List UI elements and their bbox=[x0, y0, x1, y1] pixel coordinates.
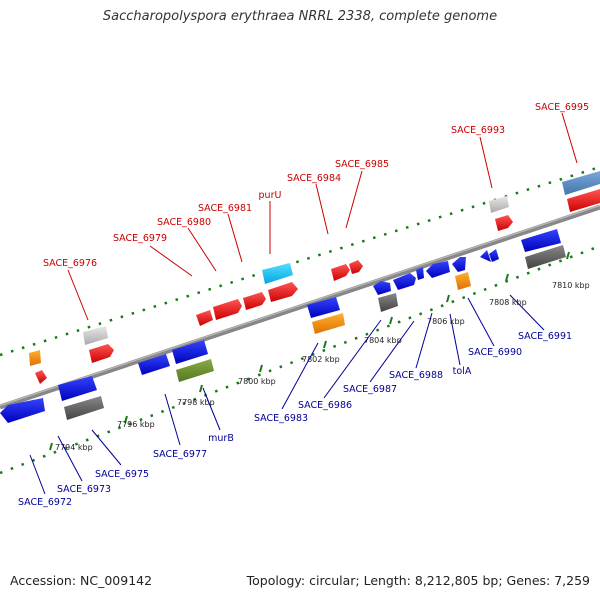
accession-text: Accession: NC_009142 bbox=[10, 573, 153, 588]
gene-sace-6986[interactable] bbox=[373, 281, 391, 295]
gene-puru[interactable] bbox=[268, 282, 298, 302]
gene-labels-bottom: SACE_6972 SACE_6973 SACE_6975 SACE_6977 … bbox=[18, 331, 572, 508]
gene-sace-6983-orange[interactable] bbox=[312, 313, 345, 334]
label-sace-6990[interactable]: SACE_6990 bbox=[468, 347, 522, 358]
gene-sace-6980[interactable] bbox=[213, 299, 242, 320]
gene-sace-6995-steel[interactable] bbox=[562, 171, 600, 195]
gene-sace-6993-gray[interactable] bbox=[489, 196, 509, 213]
label-sace-6973[interactable]: SACE_6973 bbox=[57, 484, 111, 495]
tick-label-7800: 7800 kbp bbox=[238, 377, 276, 386]
gene-sace-6984[interactable] bbox=[331, 264, 350, 281]
gene-sace-6983-blue[interactable] bbox=[307, 297, 340, 318]
genome-backbone bbox=[0, 204, 600, 410]
label-sace-6975[interactable]: SACE_6975 bbox=[95, 469, 149, 480]
gene-sace-6987[interactable] bbox=[393, 273, 416, 290]
tick-marks bbox=[49, 251, 570, 451]
gene-sace-6973-blue[interactable] bbox=[58, 376, 97, 401]
gene-puru-cyan[interactable] bbox=[262, 263, 293, 284]
gene-sace-6976-gray[interactable] bbox=[83, 326, 108, 345]
gene-sace-6977[interactable] bbox=[172, 340, 208, 364]
gene-sace-6985[interactable] bbox=[349, 260, 363, 274]
gene-tola-blue[interactable] bbox=[452, 257, 466, 272]
tick-label-7810: 7810 kbp bbox=[552, 281, 590, 290]
gene-sace-6986-gray[interactable] bbox=[378, 293, 398, 312]
dotted-track-top bbox=[0, 165, 600, 357]
gene-sace-6991-gray[interactable] bbox=[525, 245, 566, 269]
gene-small-red[interactable] bbox=[35, 370, 47, 384]
tick-label-7794: 7794 kbp bbox=[55, 443, 93, 452]
label-sace-6981[interactable]: SACE_6981 bbox=[198, 203, 252, 214]
tick-label-7808: 7808 kbp bbox=[489, 298, 527, 307]
tick-label-7798: 7798 kbp bbox=[177, 398, 215, 407]
label-sace-6993[interactable]: SACE_6993 bbox=[451, 125, 505, 136]
gene-tola-orange[interactable] bbox=[455, 272, 471, 290]
genes-bottom-strand bbox=[0, 229, 566, 423]
gene-small-orange[interactable] bbox=[29, 350, 41, 366]
label-tola[interactable]: tolA bbox=[453, 366, 472, 377]
gene-sace-6972[interactable] bbox=[0, 398, 45, 423]
tick-label-7802: 7802 kbp bbox=[302, 355, 340, 364]
label-sace-6979[interactable]: SACE_6979 bbox=[113, 233, 167, 244]
dotted-track-bottom bbox=[0, 244, 600, 475]
label-sace-6983[interactable]: SACE_6983 bbox=[254, 413, 308, 424]
gene-sace-6973-gray[interactable] bbox=[64, 396, 104, 420]
label-sace-6977[interactable]: SACE_6977 bbox=[153, 449, 207, 460]
label-sace-6972[interactable]: SACE_6972 bbox=[18, 497, 72, 508]
label-sace-6995[interactable]: SACE_6995 bbox=[535, 102, 589, 113]
tick-label-7806: 7806 kbp bbox=[427, 317, 465, 326]
gene-sace-6975[interactable] bbox=[138, 354, 170, 375]
genome-summary-text: Topology: circular; Length: 8,212,805 bp… bbox=[246, 573, 590, 588]
label-sace-6991[interactable]: SACE_6991 bbox=[518, 331, 572, 342]
gene-sace-6990-b[interactable] bbox=[489, 249, 499, 262]
gene-sace-6981[interactable] bbox=[243, 292, 266, 310]
label-sace-6984[interactable]: SACE_6984 bbox=[287, 173, 341, 184]
label-sace-6988[interactable]: SACE_6988 bbox=[389, 370, 443, 381]
gene-sace-6991-blue[interactable] bbox=[521, 229, 561, 252]
label-sace-6976[interactable]: SACE_6976 bbox=[43, 258, 97, 269]
gene-murb[interactable] bbox=[176, 359, 214, 382]
tick-label-7796: 7796 kbp bbox=[117, 420, 155, 429]
page-title: Saccharopolyspora erythraea NRRL 2338, c… bbox=[102, 9, 498, 24]
gene-labels-top: SACE_6976 SACE_6979 SACE_6980 SACE_6981 … bbox=[43, 102, 589, 269]
label-sace-6987[interactable]: SACE_6987 bbox=[343, 384, 397, 395]
tick-label-7804: 7804 kbp bbox=[364, 336, 402, 345]
label-sace-6986[interactable]: SACE_6986 bbox=[298, 400, 352, 411]
genes-top-strand bbox=[29, 171, 600, 384]
label-murb[interactable]: murB bbox=[208, 433, 234, 444]
gene-sace-6993[interactable] bbox=[495, 215, 513, 231]
leader-lines bbox=[29, 112, 578, 495]
gene-sace-6976[interactable] bbox=[89, 344, 114, 363]
gene-sace-6995[interactable] bbox=[567, 189, 600, 212]
gene-sace-6990-a[interactable] bbox=[480, 250, 491, 262]
label-puru[interactable]: purU bbox=[259, 190, 282, 201]
gene-sace-6979[interactable] bbox=[196, 310, 213, 326]
label-sace-6985[interactable]: SACE_6985 bbox=[335, 159, 389, 170]
label-sace-6980[interactable]: SACE_6980 bbox=[157, 217, 211, 228]
gene-sace-6988-a[interactable] bbox=[416, 267, 424, 280]
gene-sace-6988-b[interactable] bbox=[426, 261, 450, 278]
tick-labels: 7794 kbp 7796 kbp 7798 kbp 7800 kbp 7802… bbox=[55, 281, 590, 452]
